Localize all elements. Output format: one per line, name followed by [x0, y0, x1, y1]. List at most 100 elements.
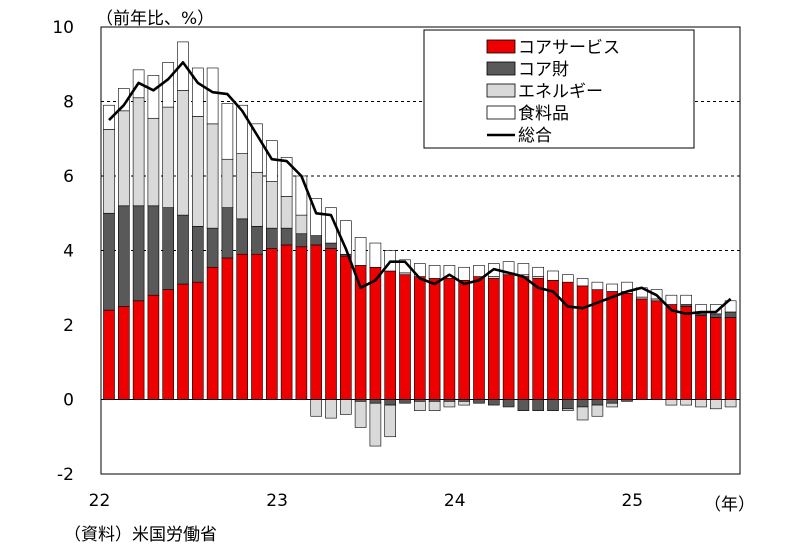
bar-segment [221, 207, 234, 259]
bar-segment [384, 270, 397, 400]
legend-swatch [486, 105, 516, 120]
bar-segment [265, 248, 278, 400]
bar-segment [310, 399, 323, 417]
bar-segment [280, 227, 293, 246]
bar-segment [458, 279, 471, 400]
bar-segment [428, 401, 441, 411]
bar-segment [251, 225, 263, 255]
bar-segment [192, 67, 204, 117]
bar-segment [517, 263, 530, 276]
bar-segment [280, 157, 293, 197]
x-tick-label: 22 [89, 491, 111, 511]
bar-segment [487, 399, 500, 406]
bar-segment [236, 253, 248, 400]
legend-label: 食料品 [518, 104, 569, 124]
bar-segment [428, 265, 441, 279]
bar-segment [177, 90, 189, 216]
bar-segment [280, 244, 293, 400]
bar-segment [103, 104, 115, 130]
bar-segment [724, 317, 737, 400]
bar-segment [192, 225, 204, 283]
bar-segment [369, 399, 382, 404]
bar-segment [547, 270, 559, 281]
bar-segment [177, 41, 189, 91]
bar-segment [621, 293, 633, 400]
legend-label: 総合 [518, 126, 552, 146]
bar-segment [251, 171, 263, 227]
bar-segment [680, 306, 693, 400]
bar-segment [295, 214, 308, 235]
bar-segment [251, 253, 263, 400]
bar-segment [265, 227, 278, 249]
bar-segment [473, 399, 485, 404]
bar-segment [325, 399, 337, 419]
y-axis-unit-label: （前年比、%） [96, 9, 215, 29]
bar-segment [487, 278, 500, 400]
bar-segment [665, 399, 678, 406]
bar-segment [147, 205, 160, 296]
bar-segment [443, 401, 456, 408]
bar-segment [118, 88, 130, 112]
bar-segment [147, 75, 160, 119]
bar-segment [162, 289, 174, 400]
legend-label: コア財 [518, 60, 569, 80]
bar-segment [724, 311, 737, 318]
bar-segment [384, 399, 397, 406]
legend-swatch [486, 83, 516, 98]
bar-segment [221, 158, 234, 208]
bar-segment [532, 266, 545, 277]
bar-segment [339, 399, 352, 415]
bar-segment [118, 306, 130, 400]
total-cpi-line [108, 61, 732, 316]
bar-segment [606, 283, 619, 292]
bar-segment [413, 276, 426, 400]
source-label: （資料）米国労働省 [64, 525, 217, 545]
bar-segment [118, 110, 130, 207]
bar-segment [206, 266, 219, 400]
bar-segment [635, 298, 648, 400]
y-tick-label: -2 [57, 465, 74, 485]
legend-box [423, 29, 695, 149]
bar-segment [709, 313, 722, 318]
bar-segment [576, 285, 589, 400]
x-tick-label: 25 [621, 491, 643, 511]
bar-segment [192, 116, 204, 227]
bar-segment [310, 198, 323, 236]
bar-segment [295, 233, 308, 248]
bar-segment [206, 67, 219, 125]
bar-segment [680, 294, 693, 305]
bar-segment [428, 278, 441, 400]
bar-segment [118, 205, 130, 307]
bar-segment [473, 265, 485, 277]
bar-segment [162, 62, 174, 108]
bar-segment [650, 300, 663, 400]
bar-segment [280, 196, 293, 229]
bar-segment [236, 218, 248, 255]
y-tick-label: 4 [63, 242, 74, 262]
bar-segment [695, 304, 707, 315]
bar-segment [724, 300, 737, 313]
bar-segment [517, 399, 530, 411]
bar-segment [384, 404, 397, 438]
y-tick-label: 6 [63, 167, 74, 187]
bar-segment [561, 274, 574, 283]
bar-segment [591, 281, 604, 290]
bar-segment [517, 276, 530, 400]
bar-segment [695, 315, 707, 400]
bar-segment [310, 235, 323, 246]
bar-segment [680, 399, 693, 406]
bar-segment [502, 399, 515, 408]
bar-segment [354, 401, 367, 428]
bar-segment [709, 317, 722, 400]
bar-segment [177, 214, 189, 285]
bar-segment [369, 402, 382, 447]
bar-segment [665, 304, 678, 400]
bar-segment [561, 281, 574, 400]
legend-label: エネルギー [518, 82, 603, 102]
bar-segment [576, 278, 589, 287]
bar-segment [265, 140, 278, 182]
bar-segment [547, 399, 559, 411]
legend-swatch [486, 61, 516, 76]
x-tick-label: 23 [266, 491, 288, 511]
bar-segment [221, 103, 234, 160]
